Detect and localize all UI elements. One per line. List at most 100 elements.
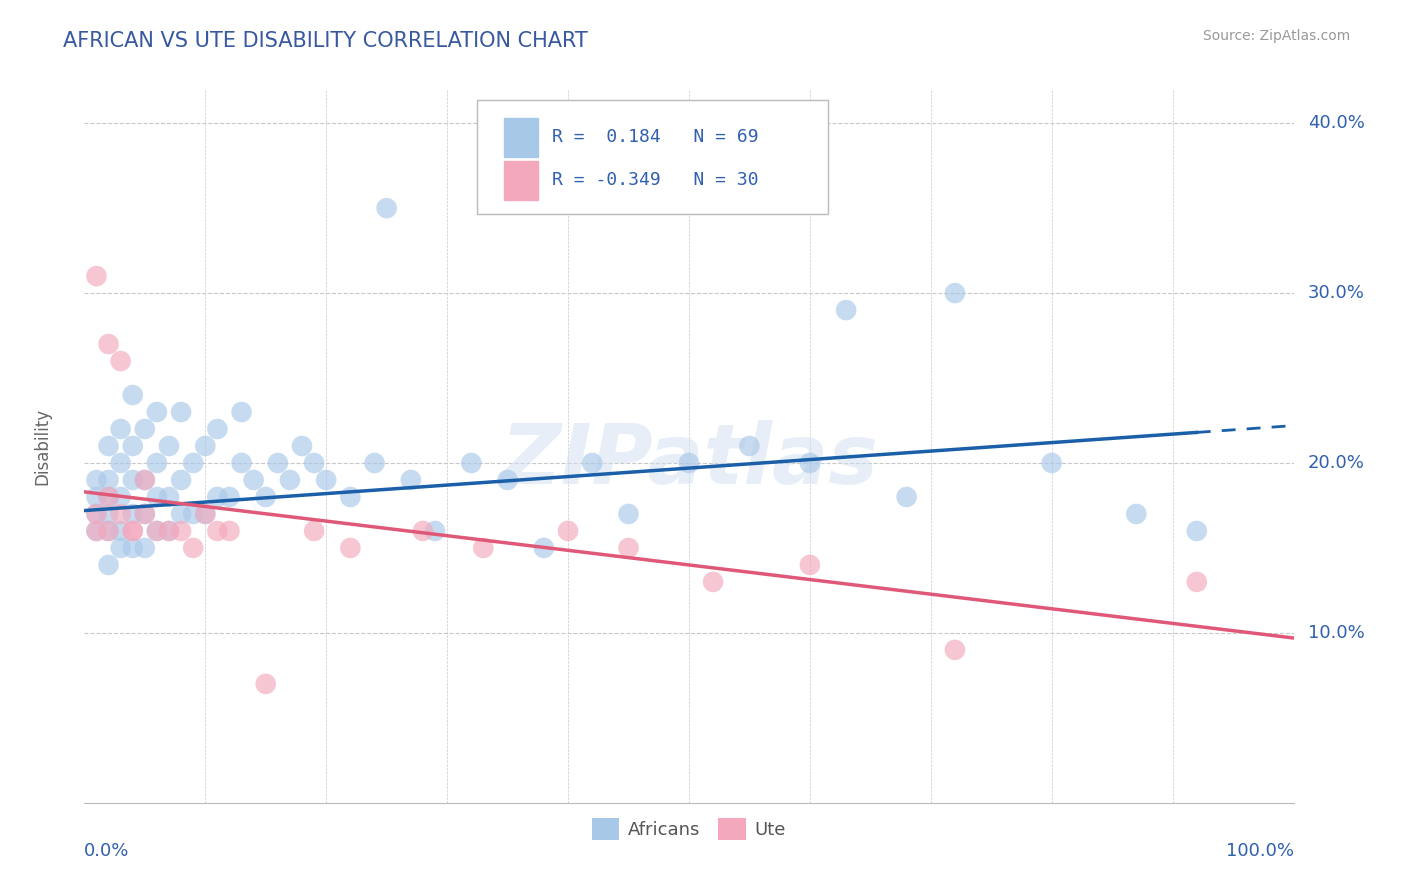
Point (617, 507, 640, 521)
Point (799, 456, 821, 470)
Point (170, 524, 193, 538)
Point (557, 524, 579, 538)
Point (134, 422, 156, 436)
Point (146, 456, 169, 470)
Point (121, 439, 143, 453)
Point (242, 473, 264, 487)
Point (157, 490, 180, 504)
Text: Source: ZipAtlas.com: Source: ZipAtlas.com (1202, 29, 1350, 43)
Point (254, 490, 277, 504)
Point (134, 473, 156, 487)
Point (121, 507, 143, 521)
Point (278, 473, 301, 487)
Point (617, 541, 640, 555)
Point (97, 473, 120, 487)
Point (134, 507, 156, 521)
Point (97, 507, 120, 521)
FancyBboxPatch shape (478, 100, 828, 214)
Point (181, 541, 204, 555)
Point (218, 524, 240, 538)
Point (207, 490, 229, 504)
Text: R = -0.349   N = 30: R = -0.349 N = 30 (553, 171, 759, 189)
Point (97, 558, 120, 572)
Text: 20.0%: 20.0% (1308, 454, 1365, 472)
Text: ZIPatlas: ZIPatlas (501, 420, 877, 500)
Point (423, 524, 446, 538)
Point (738, 439, 761, 453)
Point (121, 524, 143, 538)
Point (97, 524, 120, 538)
Point (146, 524, 169, 538)
Point (896, 490, 918, 504)
Point (86, 507, 108, 521)
Point (110, 354, 132, 368)
Point (110, 490, 132, 504)
Point (110, 456, 132, 470)
Point (194, 507, 217, 521)
Point (146, 490, 169, 504)
Bar (503, 161, 538, 200)
Point (254, 677, 277, 691)
Point (799, 558, 821, 572)
Point (110, 524, 132, 538)
Point (194, 439, 217, 453)
Point (134, 507, 156, 521)
Point (533, 541, 555, 555)
Point (110, 422, 132, 436)
Point (97, 439, 120, 453)
Point (170, 405, 193, 419)
Point (702, 574, 724, 589)
Point (399, 473, 422, 487)
Point (110, 541, 132, 555)
Point (181, 507, 204, 521)
Point (86, 490, 108, 504)
Point (339, 541, 361, 555)
Point (302, 456, 325, 470)
Point (943, 643, 966, 657)
Point (291, 439, 314, 453)
Point (121, 473, 143, 487)
Point (121, 524, 143, 538)
Point (460, 456, 482, 470)
Text: AFRICAN VS UTE DISABILITY CORRELATION CHART: AFRICAN VS UTE DISABILITY CORRELATION CH… (63, 31, 588, 51)
Point (86, 507, 108, 521)
Point (943, 286, 966, 301)
Point (472, 541, 495, 555)
Point (218, 490, 240, 504)
Point (86, 473, 108, 487)
Point (231, 405, 253, 419)
Text: 30.0%: 30.0% (1308, 284, 1365, 302)
Point (1040, 456, 1063, 470)
Point (86, 524, 108, 538)
Point (97, 490, 120, 504)
Point (1185, 524, 1208, 538)
Bar (503, 118, 538, 157)
Point (181, 456, 204, 470)
Point (146, 524, 169, 538)
Point (1125, 507, 1147, 521)
Point (170, 507, 193, 521)
Point (157, 524, 180, 538)
Point (157, 524, 180, 538)
Point (267, 456, 290, 470)
Legend: Africans, Ute: Africans, Ute (585, 811, 793, 847)
Point (97, 337, 120, 351)
Point (363, 456, 385, 470)
Point (194, 507, 217, 521)
Point (110, 507, 132, 521)
Point (835, 303, 858, 318)
Point (375, 201, 398, 215)
Text: 40.0%: 40.0% (1308, 114, 1365, 132)
Point (315, 473, 337, 487)
Point (134, 473, 156, 487)
Point (97, 524, 120, 538)
Point (339, 490, 361, 504)
Point (146, 405, 169, 419)
Point (121, 541, 143, 555)
Point (581, 456, 603, 470)
Point (1185, 574, 1208, 589)
Point (86, 524, 108, 538)
Point (207, 422, 229, 436)
Point (157, 439, 180, 453)
Point (134, 541, 156, 555)
